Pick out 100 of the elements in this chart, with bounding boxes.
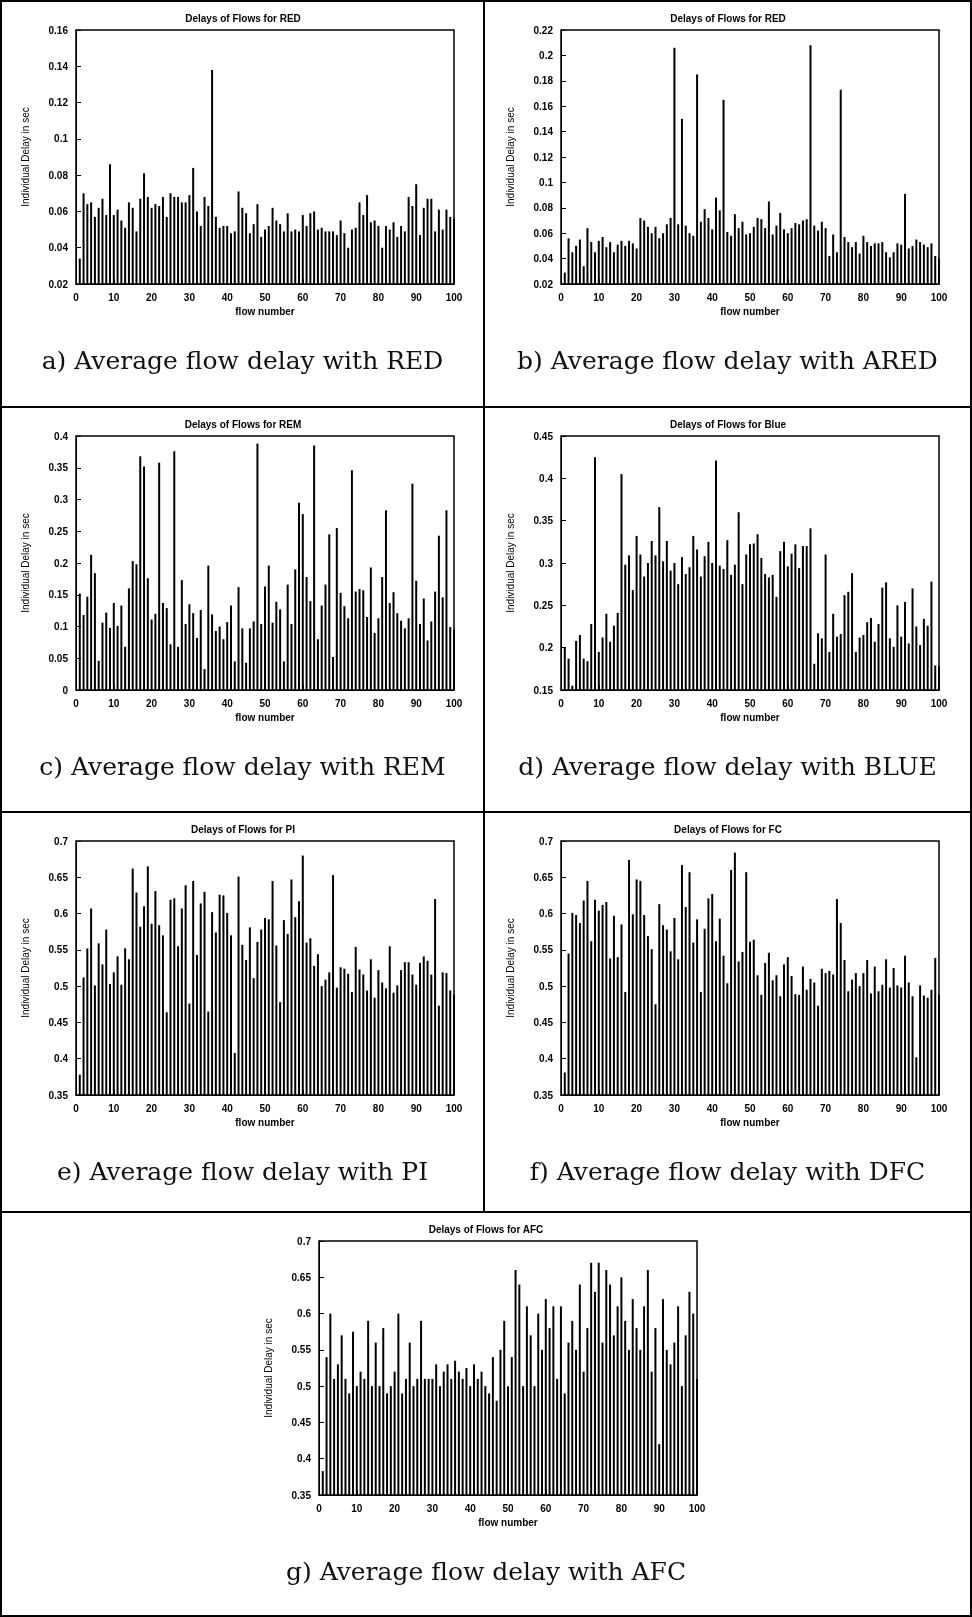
x-axis-title: flow number	[719, 1117, 780, 1129]
x-tick-label: 80	[615, 1502, 628, 1514]
y-tick-label: 0.05	[48, 652, 68, 664]
x-axis-title: flow number	[234, 306, 295, 318]
x-tick-label: 60	[781, 1102, 794, 1114]
y-axis-title: Individual Delay in sec	[504, 107, 515, 207]
x-tick-label: 30	[183, 1102, 195, 1114]
y-axis-title: Individual Delay in sec	[504, 513, 515, 613]
x-tick-label: 10	[351, 1502, 363, 1514]
y-tick-label: 0.35	[533, 515, 553, 527]
y-tick-label: 0.04	[48, 242, 68, 254]
y-tick-label: 0.4	[53, 430, 68, 442]
y-tick-label: 0.6	[53, 908, 68, 920]
x-tick-label: 70	[819, 1102, 832, 1114]
x-tick-label: 20	[145, 1102, 158, 1114]
y-tick-label: 0.4	[538, 1053, 553, 1065]
x-tick-label: 20	[630, 291, 643, 303]
y-tick-label: 0.4	[538, 472, 553, 484]
y-tick-label: 0.16	[533, 100, 553, 112]
x-tick-label: 100	[688, 1502, 706, 1514]
y-tick-label: 0.3	[538, 557, 553, 569]
x-tick-label: 40	[706, 1102, 718, 1114]
y-tick-label: 0.04	[533, 253, 553, 265]
y-axis-title: Individual Delay in sec	[19, 107, 30, 207]
y-tick-label: 0.6	[297, 1308, 312, 1320]
y-axis-title: Individual Delay in sec	[19, 918, 30, 1018]
chart-title: Delays of Flows for RED	[669, 12, 786, 24]
text: f) Average flow delay with DFC	[529, 1157, 926, 1186]
y-tick-label: 0.1	[538, 176, 553, 188]
x-tick-label: 50	[258, 291, 271, 303]
x-tick-label: 30	[668, 697, 680, 709]
y-tick-label: 0.45	[291, 1416, 312, 1428]
chart-title: Delays of Flows for RED	[184, 12, 301, 24]
y-tick-label: 0.65	[48, 871, 68, 883]
y-tick-label: 0.35	[291, 1489, 312, 1501]
x-tick-label: 100	[930, 1102, 948, 1114]
x-tick-label: 0	[557, 291, 564, 303]
y-axis-title: Individual Delay in sec	[262, 1318, 274, 1418]
x-tick-label: 70	[334, 697, 347, 709]
x-tick-label: 60	[781, 697, 794, 709]
x-tick-label: 80	[372, 1102, 384, 1114]
x-tick-label: 50	[743, 697, 756, 709]
x-tick-label: 60	[296, 697, 309, 709]
y-tick-label: 0.25	[48, 525, 68, 537]
y-tick-label: 0.25	[533, 599, 553, 611]
x-tick-label: 80	[857, 1102, 869, 1114]
x-tick-label: 20	[389, 1502, 401, 1514]
x-axis-title: flow number	[234, 712, 295, 724]
y-tick-label: 0.1	[53, 133, 68, 145]
x-tick-label: 70	[578, 1502, 590, 1514]
x-tick-label: 40	[706, 697, 718, 709]
y-tick-label: 0.45	[48, 1016, 68, 1028]
x-tick-label: 40	[464, 1502, 477, 1514]
x-tick-label: 10	[107, 291, 120, 303]
chart-title: Delays of Flows for FC	[673, 823, 782, 835]
chart-title: Delays of Flows for AFC	[428, 1223, 544, 1235]
x-tick-label: 100	[930, 697, 948, 709]
text: a) Average flow delay with RED	[41, 346, 444, 375]
x-tick-label: 10	[107, 697, 120, 709]
x-tick-label: 30	[668, 291, 680, 303]
y-tick-label: 0.14	[533, 126, 553, 138]
x-tick-label: 90	[410, 697, 422, 709]
chart-title: Delays of Flows for REM	[184, 418, 301, 430]
y-tick-label: 0.08	[533, 202, 553, 214]
x-tick-label: 90	[895, 291, 907, 303]
x-tick-label: 70	[334, 1102, 347, 1114]
x-tick-label: 10	[592, 1102, 605, 1114]
chart-title: Delays of Flows for Blue	[669, 418, 786, 430]
x-tick-label: 40	[221, 291, 233, 303]
y-tick-label: 0.3	[53, 494, 68, 505]
x-tick-label: 70	[819, 291, 832, 303]
y-tick-label: 0.06	[533, 227, 553, 239]
y-tick-label: 0.5	[53, 980, 68, 992]
x-tick-label: 80	[857, 697, 869, 709]
y-tick-label: 0.7	[297, 1235, 312, 1247]
x-axis-title: flow number	[719, 306, 780, 318]
y-tick-label: 0.16	[48, 24, 68, 36]
x-tick-label: 50	[502, 1502, 514, 1514]
x-tick-label: 60	[781, 291, 794, 303]
y-tick-label: 0.5	[538, 980, 553, 992]
x-tick-label: 70	[819, 697, 832, 709]
y-tick-label: 0.06	[48, 205, 68, 217]
y-tick-label: 0.5	[297, 1380, 312, 1392]
y-tick-label: 0.7	[538, 835, 553, 847]
x-tick-label: 50	[258, 1102, 271, 1114]
x-tick-label: 100	[930, 291, 948, 303]
text: g) Average flow delay with AFC	[285, 1557, 687, 1586]
x-tick-label: 10	[592, 291, 605, 303]
y-tick-label: 0	[61, 684, 68, 696]
x-tick-label: 90	[895, 1102, 907, 1114]
y-axis-title: Individual Delay in sec	[504, 918, 515, 1018]
x-tick-label: 80	[372, 291, 384, 303]
y-tick-label: 0.65	[533, 871, 553, 883]
x-tick-label: 10	[592, 697, 605, 709]
y-tick-label: 0.15	[48, 589, 68, 601]
x-tick-label: 20	[145, 291, 158, 303]
y-axis-title: Individual Delay in sec	[19, 513, 30, 613]
text: b) Average flow delay with ARED	[517, 346, 938, 375]
x-tick-label: 40	[706, 291, 718, 303]
x-tick-label: 100	[445, 1102, 463, 1114]
